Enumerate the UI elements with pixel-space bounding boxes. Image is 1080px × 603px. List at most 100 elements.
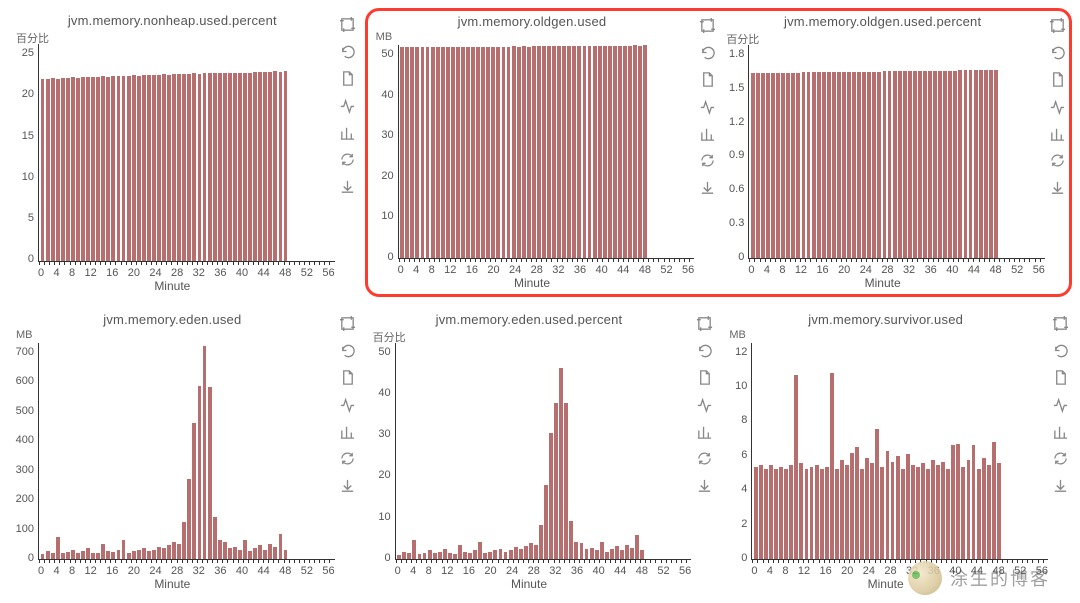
bar — [152, 75, 156, 260]
crop-icon[interactable] — [339, 315, 356, 332]
x-tick-label: 0 — [38, 565, 44, 577]
document-icon[interactable] — [1052, 369, 1069, 386]
bar — [847, 72, 851, 257]
bar — [213, 73, 217, 260]
barchart-icon[interactable] — [1049, 125, 1066, 142]
refresh-icon[interactable] — [339, 151, 356, 168]
refresh-icon[interactable] — [339, 450, 356, 467]
refresh-icon[interactable] — [699, 152, 716, 169]
x-tick-label: 32 — [903, 264, 915, 276]
bar — [507, 47, 511, 258]
document-icon[interactable] — [339, 369, 356, 386]
barchart-icon[interactable] — [339, 423, 356, 440]
chart-eden_pct: jvm.memory.eden.used.percent百分比504030201… — [367, 311, 714, 594]
document-icon[interactable] — [1049, 71, 1066, 88]
x-tick-label: 56 — [322, 267, 334, 279]
bar — [499, 549, 503, 559]
activity-icon[interactable] — [339, 97, 356, 114]
bar — [918, 71, 922, 258]
x-tick-label: 8 — [69, 565, 75, 577]
chart-toolbar — [694, 13, 716, 292]
bar — [845, 465, 849, 559]
refresh-icon[interactable] — [1052, 450, 1069, 467]
activity-icon[interactable] — [696, 396, 713, 413]
undo-icon[interactable] — [1049, 44, 1066, 61]
bar — [534, 545, 538, 559]
crop-icon[interactable] — [1049, 17, 1066, 34]
bar — [223, 542, 227, 559]
bar — [827, 72, 831, 257]
x-tick-label: 36 — [571, 565, 583, 577]
bar — [198, 386, 202, 559]
bar — [779, 467, 783, 559]
download-icon[interactable] — [339, 178, 356, 195]
bar — [898, 71, 902, 258]
x-tick-label: 8 — [69, 267, 75, 279]
bar — [903, 71, 907, 258]
bar — [554, 403, 558, 559]
crop-icon[interactable] — [696, 315, 713, 332]
crop-icon[interactable] — [699, 17, 716, 34]
barchart-icon[interactable] — [699, 125, 716, 142]
x-tick-label: 16 — [816, 264, 828, 276]
download-icon[interactable] — [1049, 179, 1066, 196]
x-tick-label: 12 — [798, 565, 810, 577]
bar — [279, 72, 283, 261]
undo-icon[interactable] — [339, 43, 356, 60]
download-icon[interactable] — [339, 477, 356, 494]
download-icon[interactable] — [696, 477, 713, 494]
bar — [967, 460, 971, 559]
x-tick-label: 40 — [593, 565, 605, 577]
barchart-icon[interactable] — [1052, 423, 1069, 440]
bar — [564, 403, 568, 559]
y-axis-ticks: 50403020100 — [367, 343, 395, 561]
bar — [400, 47, 404, 257]
x-tick-label: 8 — [782, 565, 788, 577]
x-tick-label: 48 — [989, 264, 1001, 276]
activity-icon[interactable] — [699, 98, 716, 115]
refresh-icon[interactable] — [696, 450, 713, 467]
undo-icon[interactable] — [696, 342, 713, 359]
bar — [796, 73, 800, 257]
bar — [938, 71, 942, 258]
x-tick-label: 16 — [106, 267, 118, 279]
undo-icon[interactable] — [699, 44, 716, 61]
bar — [223, 73, 227, 261]
bar — [167, 545, 171, 559]
bar — [781, 73, 785, 257]
document-icon[interactable] — [699, 71, 716, 88]
bar — [142, 75, 146, 260]
download-icon[interactable] — [1052, 477, 1069, 494]
y-axis-ticks: 2520151050 — [10, 44, 38, 262]
panel-nonheap: jvm.memory.nonheap.used.percent百分比252015… — [8, 8, 359, 297]
activity-icon[interactable] — [1049, 98, 1066, 115]
bar — [473, 550, 477, 559]
undo-icon[interactable] — [339, 342, 356, 359]
crop-icon[interactable] — [339, 16, 356, 33]
y-tick-label: 8 — [741, 415, 747, 426]
document-icon[interactable] — [696, 369, 713, 386]
y-tick-label: 12 — [735, 347, 747, 358]
bar — [865, 458, 869, 559]
crop-icon[interactable] — [1052, 315, 1069, 332]
refresh-icon[interactable] — [1049, 152, 1066, 169]
chart-toolbar — [335, 12, 357, 295]
bar — [71, 77, 75, 261]
activity-icon[interactable] — [339, 396, 356, 413]
bar — [880, 467, 884, 559]
bar — [771, 73, 775, 257]
activity-icon[interactable] — [1052, 396, 1069, 413]
barchart-icon[interactable] — [696, 423, 713, 440]
barchart-icon[interactable] — [339, 124, 356, 141]
undo-icon[interactable] — [1052, 342, 1069, 359]
bar — [253, 548, 257, 559]
bar — [567, 46, 571, 257]
bar — [268, 72, 272, 261]
bar — [481, 47, 485, 258]
y-tick-label: 300 — [16, 465, 34, 476]
bar — [569, 521, 573, 559]
document-icon[interactable] — [339, 70, 356, 87]
x-tick-label: 8 — [429, 264, 435, 276]
bar — [791, 73, 795, 257]
download-icon[interactable] — [699, 179, 716, 196]
